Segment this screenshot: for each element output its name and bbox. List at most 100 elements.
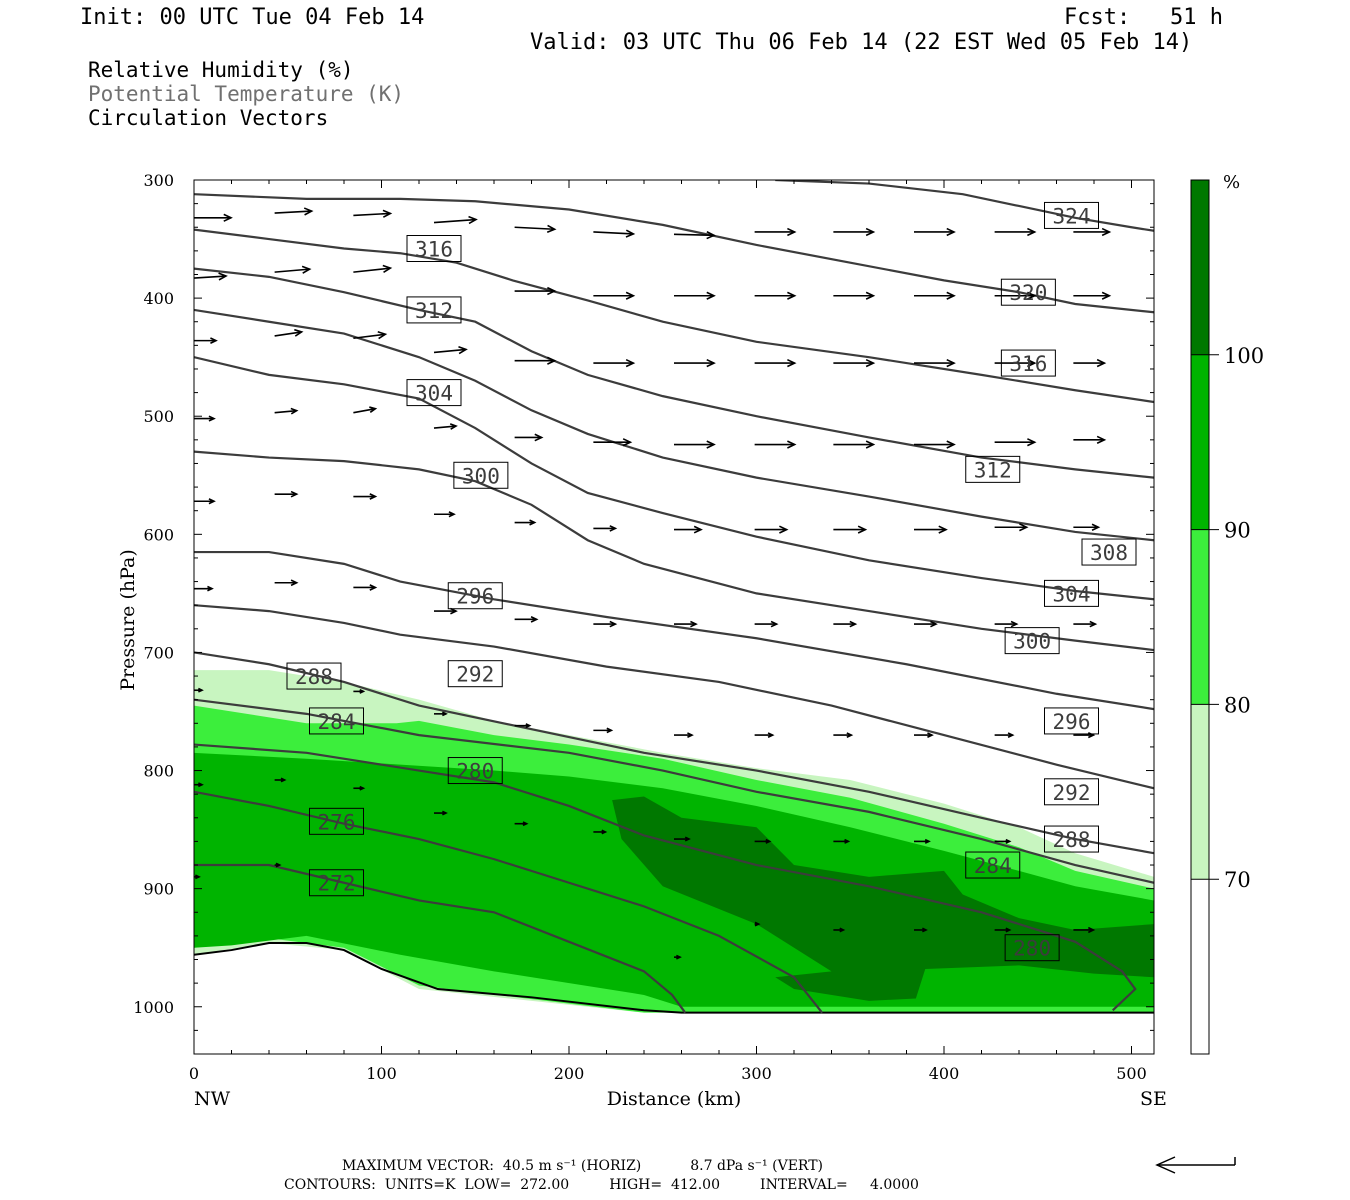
contour-label-text: 316 — [1009, 352, 1047, 376]
circulation-vector — [994, 438, 1037, 447]
contour-label-box — [1044, 778, 1099, 806]
circulation-vector — [914, 525, 948, 534]
contour-label-304: 304 — [406, 379, 462, 407]
theta-contour-312 — [194, 267, 1154, 479]
footer-contour-info: CONTOURS: UNITS=K LOW= 272.00 HIGH= 412.… — [284, 1177, 919, 1193]
vector-head — [1019, 523, 1029, 532]
vector-head — [301, 265, 312, 274]
vector-head — [442, 810, 448, 816]
contour-label-288: 288 — [286, 662, 342, 690]
vector-head — [787, 291, 797, 300]
vector-shaft — [433, 425, 457, 429]
init-time: Init: 00 UTC Tue 04 Feb 14 — [80, 5, 425, 30]
vector-head — [787, 358, 797, 368]
right-endpoint-label: SE — [1140, 1088, 1167, 1110]
vector-head — [1091, 523, 1101, 531]
vector-head — [606, 727, 614, 734]
circulation-vector — [833, 227, 876, 237]
circulation-vector — [353, 584, 378, 591]
circulation-vector — [433, 345, 468, 355]
colorbar-frame — [1190, 179, 1210, 1055]
vector-head — [449, 423, 458, 430]
vector-head — [1005, 838, 1012, 844]
contour-label-text: 320 — [1009, 281, 1047, 305]
x-tick-label: 400 — [929, 1064, 960, 1083]
circulation-vector — [833, 525, 868, 534]
circulation-vector — [994, 838, 1012, 844]
circulation-vector — [353, 785, 366, 791]
contour-label-box — [1044, 201, 1099, 229]
theta-contour-304 — [194, 356, 1154, 601]
contour-label-box — [1044, 825, 1099, 853]
vector-head — [223, 213, 233, 222]
colorbar-segment — [1191, 704, 1209, 880]
vector-head — [690, 620, 698, 628]
vector-shaft — [353, 333, 386, 340]
circulation-vector — [1073, 523, 1101, 531]
x-axis-title: Distance (km) — [607, 1088, 742, 1110]
circulation-vector — [434, 511, 456, 518]
legend-vectors: Circulation Vectors — [88, 106, 329, 130]
circulation-vector — [914, 291, 956, 300]
circulation-vector — [593, 620, 618, 628]
circulation-vector — [434, 607, 458, 615]
y-tick-label: 700 — [143, 643, 174, 662]
vector-head — [687, 732, 694, 738]
vector-shaft — [514, 226, 555, 231]
contour-label-box — [965, 455, 1021, 483]
contour-label-box — [1000, 349, 1056, 377]
circulation-vector — [914, 358, 956, 368]
left-endpoint-label: NW — [194, 1088, 231, 1110]
circulation-vector — [754, 525, 789, 534]
theta-contour-280 — [194, 743, 1137, 1012]
theta-contour-316 — [194, 228, 1154, 404]
contour-label-text: 272 — [318, 872, 356, 896]
valid-time: Valid: 03 UTC Thu 06 Feb 14 (22 EST Wed … — [530, 30, 1193, 55]
vector-head — [706, 291, 716, 300]
circulation-vector — [674, 358, 716, 368]
vector-head — [625, 291, 636, 300]
circulation-vector — [914, 732, 934, 738]
circulation-vector — [593, 291, 636, 300]
circulation-vector — [194, 272, 228, 281]
vector-head — [294, 328, 304, 337]
vector-head — [622, 438, 633, 447]
circulation-vector — [274, 207, 314, 216]
contour-label-text: 300 — [462, 464, 500, 488]
vector-shaft — [673, 233, 715, 237]
contour-label-box — [447, 660, 503, 688]
contour-label-box — [406, 235, 462, 263]
circulation-vector — [274, 490, 299, 498]
colorbar-level-label: 100 — [1224, 344, 1264, 368]
circulation-vector — [353, 406, 378, 414]
vector-head — [546, 224, 557, 234]
circulation-vector — [274, 862, 282, 868]
colorbar-unit: % — [1223, 172, 1240, 193]
colorbar: 100 90 80 70% — [1190, 172, 1264, 1055]
circulation-vector — [754, 620, 779, 628]
vector-head — [1027, 291, 1037, 300]
vector-head — [846, 732, 854, 738]
circulation-vector — [833, 838, 851, 844]
circulation-vector — [194, 415, 216, 422]
circulation-vector — [194, 585, 214, 592]
circulation-vector — [593, 829, 608, 835]
vector-head — [525, 723, 532, 729]
circulation-vector — [754, 227, 797, 237]
circulation-vector — [353, 209, 393, 218]
circulation-vector — [353, 264, 393, 273]
vector-head — [369, 406, 378, 413]
vector-head — [765, 838, 772, 844]
theta-contour-288 — [194, 651, 1154, 855]
circulation-vector — [274, 579, 299, 587]
circulation-vector — [593, 229, 636, 238]
legend-theta: Potential Temperature (K) — [88, 82, 405, 106]
vector-shaft — [593, 231, 634, 235]
circulation-vector — [353, 493, 378, 500]
vector-head — [450, 607, 458, 615]
theta-contour-296 — [194, 550, 1154, 711]
vector-head — [359, 688, 366, 694]
vector-head — [1101, 227, 1112, 237]
x-tick-label: 500 — [1116, 1064, 1147, 1083]
